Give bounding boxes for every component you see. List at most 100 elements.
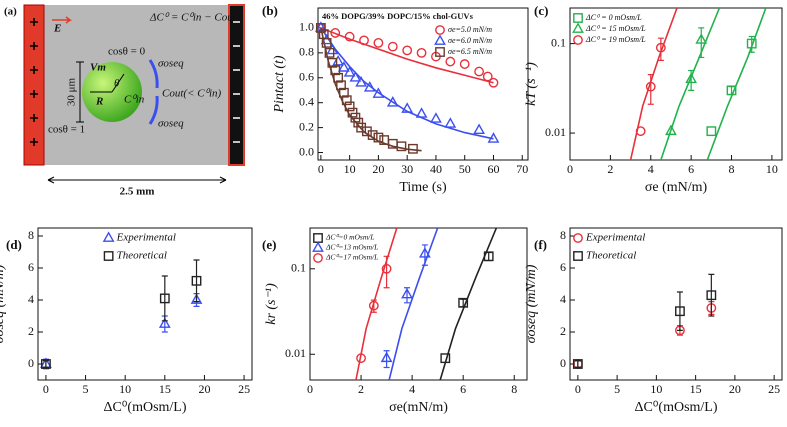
y-tick-label: 0.1 [551, 35, 566, 49]
error-bar [647, 74, 654, 105]
marker [359, 35, 369, 46]
width-label: 2.5 mm [120, 186, 155, 198]
x-tick-label: 4 [648, 162, 654, 176]
legend-marker [313, 233, 323, 243]
x-tick-label: 5 [83, 382, 89, 396]
panel-label: (b) [262, 3, 278, 18]
diagram: (a) E ΔC⁰ = C⁰in − Cout cosθ = 0 Vm σose… [4, 4, 245, 198]
legend-marker [102, 231, 115, 242]
marker [159, 293, 170, 304]
c-out: Cout(< C⁰in) [162, 88, 222, 100]
x-tick-label: 5 [614, 382, 620, 396]
marker [474, 66, 484, 77]
marker [381, 263, 392, 274]
marker [685, 72, 698, 84]
marker [675, 306, 685, 317]
x-tick-label: 6 [460, 382, 466, 396]
legend-marker [103, 251, 114, 261]
y-tick-label: 0.0 [299, 144, 314, 158]
legend-marker [573, 13, 583, 23]
cos-zero: cosθ = 0 [108, 46, 146, 58]
error-bar [193, 259, 200, 303]
marker [372, 87, 385, 98]
y-tick-label: 2 [28, 324, 34, 338]
legend-label: σe=5.0 mN/m [448, 25, 492, 34]
x-tick-label: 30 [401, 162, 413, 176]
marker [665, 124, 677, 136]
x-tick-label: 70 [516, 162, 528, 176]
x-tick-label: 10 [650, 382, 662, 396]
error-bar [574, 360, 581, 368]
x-tick-label: 0 [307, 382, 313, 396]
marker [314, 21, 327, 32]
marker [635, 126, 646, 137]
legend-label: σe=6.5 mN/m [448, 47, 492, 56]
x-tick-label: 15 [690, 382, 702, 396]
legend-label: Theoretical [117, 250, 167, 262]
marker [367, 130, 378, 140]
radius: R [95, 96, 103, 108]
x-axis-label: σe (mN/m) [645, 180, 708, 195]
legend-label: ΔC⁰=0 mOsm/L [325, 233, 375, 242]
marker [430, 112, 442, 123]
marker [344, 31, 355, 42]
radius-lines [90, 73, 125, 93]
y-axis-label: Pintact (t) [272, 55, 287, 113]
marker [482, 71, 493, 82]
marker [458, 297, 469, 308]
marker [332, 54, 345, 66]
fit-line [706, 8, 767, 160]
plot-frame [317, 7, 529, 161]
x-tick-label: 20 [372, 162, 384, 176]
legend-marker [573, 233, 583, 243]
marker [418, 247, 431, 258]
sigma-top: σoseq [158, 58, 184, 70]
legend-label: ΔC⁰ = 15 mOsm/L [585, 24, 646, 33]
marker [695, 33, 708, 44]
marker [327, 57, 338, 68]
marker [343, 66, 356, 77]
marker [726, 85, 737, 96]
panel-label: (f) [534, 237, 547, 252]
x-tick-label: 25 [768, 382, 780, 396]
x-tick-label: 6 [688, 162, 694, 176]
marker [356, 353, 366, 364]
y-tick-label: 2 [560, 324, 566, 338]
plot-frame [37, 227, 253, 381]
legend-marker [312, 241, 324, 252]
y-axis-label: σoseq (mN/m) [524, 264, 539, 343]
marker [341, 95, 352, 106]
y-tick-label: 0.8 [299, 45, 314, 59]
legend-label: Experimental [585, 232, 645, 244]
marker [373, 37, 384, 48]
fit-line [320, 27, 494, 84]
plot-frame [309, 227, 528, 381]
marker [401, 287, 413, 299]
marker [338, 87, 349, 98]
cos-one: cosθ = 1 [48, 124, 85, 136]
y-tick-label: 0.01 [545, 125, 566, 139]
y-axis-label: kr (s⁻¹) [264, 283, 279, 325]
marker [645, 81, 656, 92]
marker [572, 359, 583, 369]
plot-frame [569, 227, 783, 381]
x-tick-label: 50 [459, 162, 471, 176]
marker [349, 71, 362, 82]
marker [483, 251, 494, 262]
sigma-bottom: σoseq [158, 118, 184, 130]
marker [746, 38, 757, 49]
width-arrow [47, 176, 227, 184]
legend-label: Experimental [116, 232, 176, 244]
flow-arrow [148, 95, 159, 125]
error-bar [42, 360, 49, 368]
error-bar [708, 273, 715, 317]
marker [459, 59, 470, 69]
marker [333, 72, 344, 83]
legend-label: ΔC⁰=13 mOsm/L [325, 243, 378, 252]
anode [23, 4, 45, 166]
x-tick-label: 8 [511, 382, 517, 396]
x-tick-label: 2 [607, 162, 613, 176]
y-tick-label: 0.2 [299, 119, 314, 133]
marker [706, 290, 717, 301]
